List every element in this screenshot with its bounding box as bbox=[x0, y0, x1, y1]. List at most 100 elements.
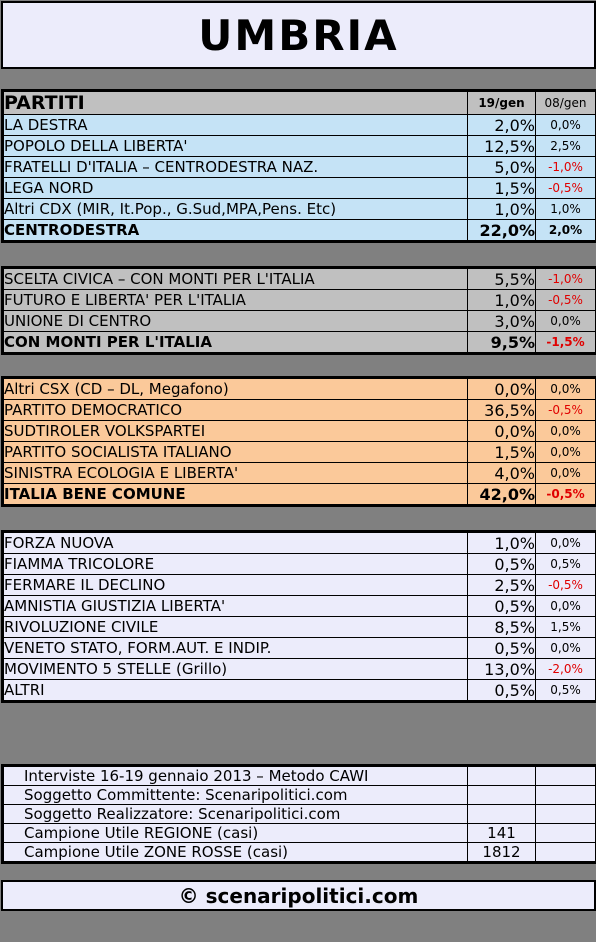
table-row: ALTRI 0,5% 0,5% bbox=[2, 679, 596, 702]
table-row: POPOLO DELLA LIBERTA' 12,5% 2,5% bbox=[2, 135, 596, 157]
party-name: MOVIMENTO 5 STELLE (Grillo) bbox=[2, 658, 468, 680]
party-name: PARTITO DEMOCRATICO bbox=[2, 399, 468, 421]
party-value: 0,0% bbox=[467, 377, 536, 400]
party-change: 0,0% bbox=[535, 114, 596, 136]
page-title: UMBRIA bbox=[198, 10, 399, 60]
coalition-change: -1,5% bbox=[535, 331, 596, 354]
table-row: PARTITO SOCIALISTA ITALIANO 1,5% 0,0% bbox=[2, 441, 596, 463]
table-row: LEGA NORD 1,5% -0,5% bbox=[2, 177, 596, 199]
party-change: -0,5% bbox=[535, 574, 596, 596]
table-row: FERMARE IL DECLINO 2,5% -0,5% bbox=[2, 574, 596, 596]
table-header-row: PARTITI 19/gen 08/gen bbox=[2, 90, 596, 115]
party-value: 1,0% bbox=[467, 531, 536, 554]
party-value: 4,0% bbox=[467, 462, 536, 484]
party-name: Altri CSX (CD – DL, Megafono) bbox=[2, 377, 468, 400]
party-value: 13,0% bbox=[467, 658, 536, 680]
party-change: -1,0% bbox=[535, 267, 596, 290]
party-name: Altri CDX (MIR, It.Pop., G.Sud,MPA,Pens.… bbox=[2, 198, 468, 220]
party-name: UNIONE DI CENTRO bbox=[2, 310, 468, 332]
header-previous: 08/gen bbox=[535, 90, 596, 115]
party-value: 2,0% bbox=[467, 114, 536, 136]
info-label: Soggetto Realizzatore: Scenaripolitici.c… bbox=[2, 804, 468, 824]
party-value: 1,5% bbox=[467, 177, 536, 199]
info-value: 1812 bbox=[467, 842, 536, 863]
party-change: -0,5% bbox=[535, 177, 596, 199]
party-change: 1,0% bbox=[535, 198, 596, 220]
coalition-change: 2,0% bbox=[535, 219, 596, 242]
party-change: 0,0% bbox=[535, 377, 596, 400]
party-change: 0,0% bbox=[535, 595, 596, 617]
info-value bbox=[467, 804, 536, 824]
party-value: 1,5% bbox=[467, 441, 536, 463]
party-value: 0,5% bbox=[467, 637, 536, 659]
header-party: PARTITI bbox=[2, 90, 468, 115]
info-empty bbox=[535, 842, 596, 863]
coalition-name: CENTRODESTRA bbox=[2, 219, 468, 242]
party-change: -0,5% bbox=[535, 289, 596, 311]
table-others: FORZA NUOVA 1,0% 0,0% FIAMMA TRICOLORE 0… bbox=[1, 530, 596, 703]
party-name: PARTITO SOCIALISTA ITALIANO bbox=[2, 441, 468, 463]
table-row: SCELTA CIVICA – CON MONTI PER L'ITALIA 5… bbox=[2, 267, 596, 290]
party-name: FUTURO E LIBERTA' PER L'ITALIA bbox=[2, 289, 468, 311]
party-name: POPOLO DELLA LIBERTA' bbox=[2, 135, 468, 157]
info-row: Interviste 16-19 gennaio 2013 – Metodo C… bbox=[2, 765, 596, 786]
table-monti: SCELTA CIVICA – CON MONTI PER L'ITALIA 5… bbox=[1, 266, 596, 355]
table-row: PARTITO DEMOCRATICO 36,5% -0,5% bbox=[2, 399, 596, 421]
party-value: 2,5% bbox=[467, 574, 536, 596]
info-value: 141 bbox=[467, 823, 536, 843]
party-value: 5,0% bbox=[467, 156, 536, 178]
party-value: 0,0% bbox=[467, 420, 536, 442]
party-value: 1,0% bbox=[467, 198, 536, 220]
table-row: VENETO STATO, FORM.AUT. E INDIP. 0,5% 0,… bbox=[2, 637, 596, 659]
coalition-name: CON MONTI PER L'ITALIA bbox=[2, 331, 468, 354]
info-label: Interviste 16-19 gennaio 2013 – Metodo C… bbox=[2, 765, 468, 786]
party-name: LEGA NORD bbox=[2, 177, 468, 199]
party-change: 0,5% bbox=[535, 553, 596, 575]
party-value: 3,0% bbox=[467, 310, 536, 332]
table-total-row: CON MONTI PER L'ITALIA 9,5% -1,5% bbox=[2, 331, 596, 354]
table-row: SINISTRA ECOLOGIA E LIBERTA' 4,0% 0,0% bbox=[2, 462, 596, 484]
table-row: RIVOLUZIONE CIVILE 8,5% 1,5% bbox=[2, 616, 596, 638]
party-value: 0,5% bbox=[467, 553, 536, 575]
info-empty bbox=[535, 823, 596, 843]
table-row: AMNISTIA GIUSTIZIA LIBERTA' 0,5% 0,0% bbox=[2, 595, 596, 617]
party-change: 0,0% bbox=[535, 441, 596, 463]
coalition-value: 42,0% bbox=[467, 483, 536, 506]
party-value: 36,5% bbox=[467, 399, 536, 421]
coalition-value: 22,0% bbox=[467, 219, 536, 242]
party-name: LA DESTRA bbox=[2, 114, 468, 136]
info-value bbox=[467, 765, 536, 786]
party-change: -1,0% bbox=[535, 156, 596, 178]
table-row: UNIONE DI CENTRO 3,0% 0,0% bbox=[2, 310, 596, 332]
info-row: Campione Utile REGIONE (casi) 141 bbox=[2, 823, 596, 843]
party-name: FORZA NUOVA bbox=[2, 531, 468, 554]
party-name: AMNISTIA GIUSTIZIA LIBERTA' bbox=[2, 595, 468, 617]
table-row: FIAMMA TRICOLORE 0,5% 0,5% bbox=[2, 553, 596, 575]
info-label: Campione Utile REGIONE (casi) bbox=[2, 823, 468, 843]
party-name: FRATELLI D'ITALIA – CENTRODESTRA NAZ. bbox=[2, 156, 468, 178]
party-name: FERMARE IL DECLINO bbox=[2, 574, 468, 596]
table-total-row: CENTRODESTRA 22,0% 2,0% bbox=[2, 219, 596, 242]
party-name: SUDTIROLER VOLKSPARTEI bbox=[2, 420, 468, 442]
coalition-value: 9,5% bbox=[467, 331, 536, 354]
party-change: -0,5% bbox=[535, 399, 596, 421]
info-label: Soggetto Committente: Scenaripolitici.co… bbox=[2, 785, 468, 805]
title-banner: UMBRIA bbox=[1, 1, 596, 69]
party-name: SCELTA CIVICA – CON MONTI PER L'ITALIA bbox=[2, 267, 468, 290]
party-value: 8,5% bbox=[467, 616, 536, 638]
table-row: FRATELLI D'ITALIA – CENTRODESTRA NAZ. 5,… bbox=[2, 156, 596, 178]
info-value bbox=[467, 785, 536, 805]
party-name: VENETO STATO, FORM.AUT. E INDIP. bbox=[2, 637, 468, 659]
party-change: 0,0% bbox=[535, 310, 596, 332]
party-value: 1,0% bbox=[467, 289, 536, 311]
coalition-name: ITALIA BENE COMUNE bbox=[2, 483, 468, 506]
party-name: SINISTRA ECOLOGIA E LIBERTA' bbox=[2, 462, 468, 484]
info-row: Soggetto Committente: Scenaripolitici.co… bbox=[2, 785, 596, 805]
party-name: RIVOLUZIONE CIVILE bbox=[2, 616, 468, 638]
coalition-change: -0,5% bbox=[535, 483, 596, 506]
party-value: 5,5% bbox=[467, 267, 536, 290]
party-change: 0,0% bbox=[535, 420, 596, 442]
party-value: 0,5% bbox=[467, 679, 536, 702]
info-empty bbox=[535, 785, 596, 805]
table-row: FORZA NUOVA 1,0% 0,0% bbox=[2, 531, 596, 554]
